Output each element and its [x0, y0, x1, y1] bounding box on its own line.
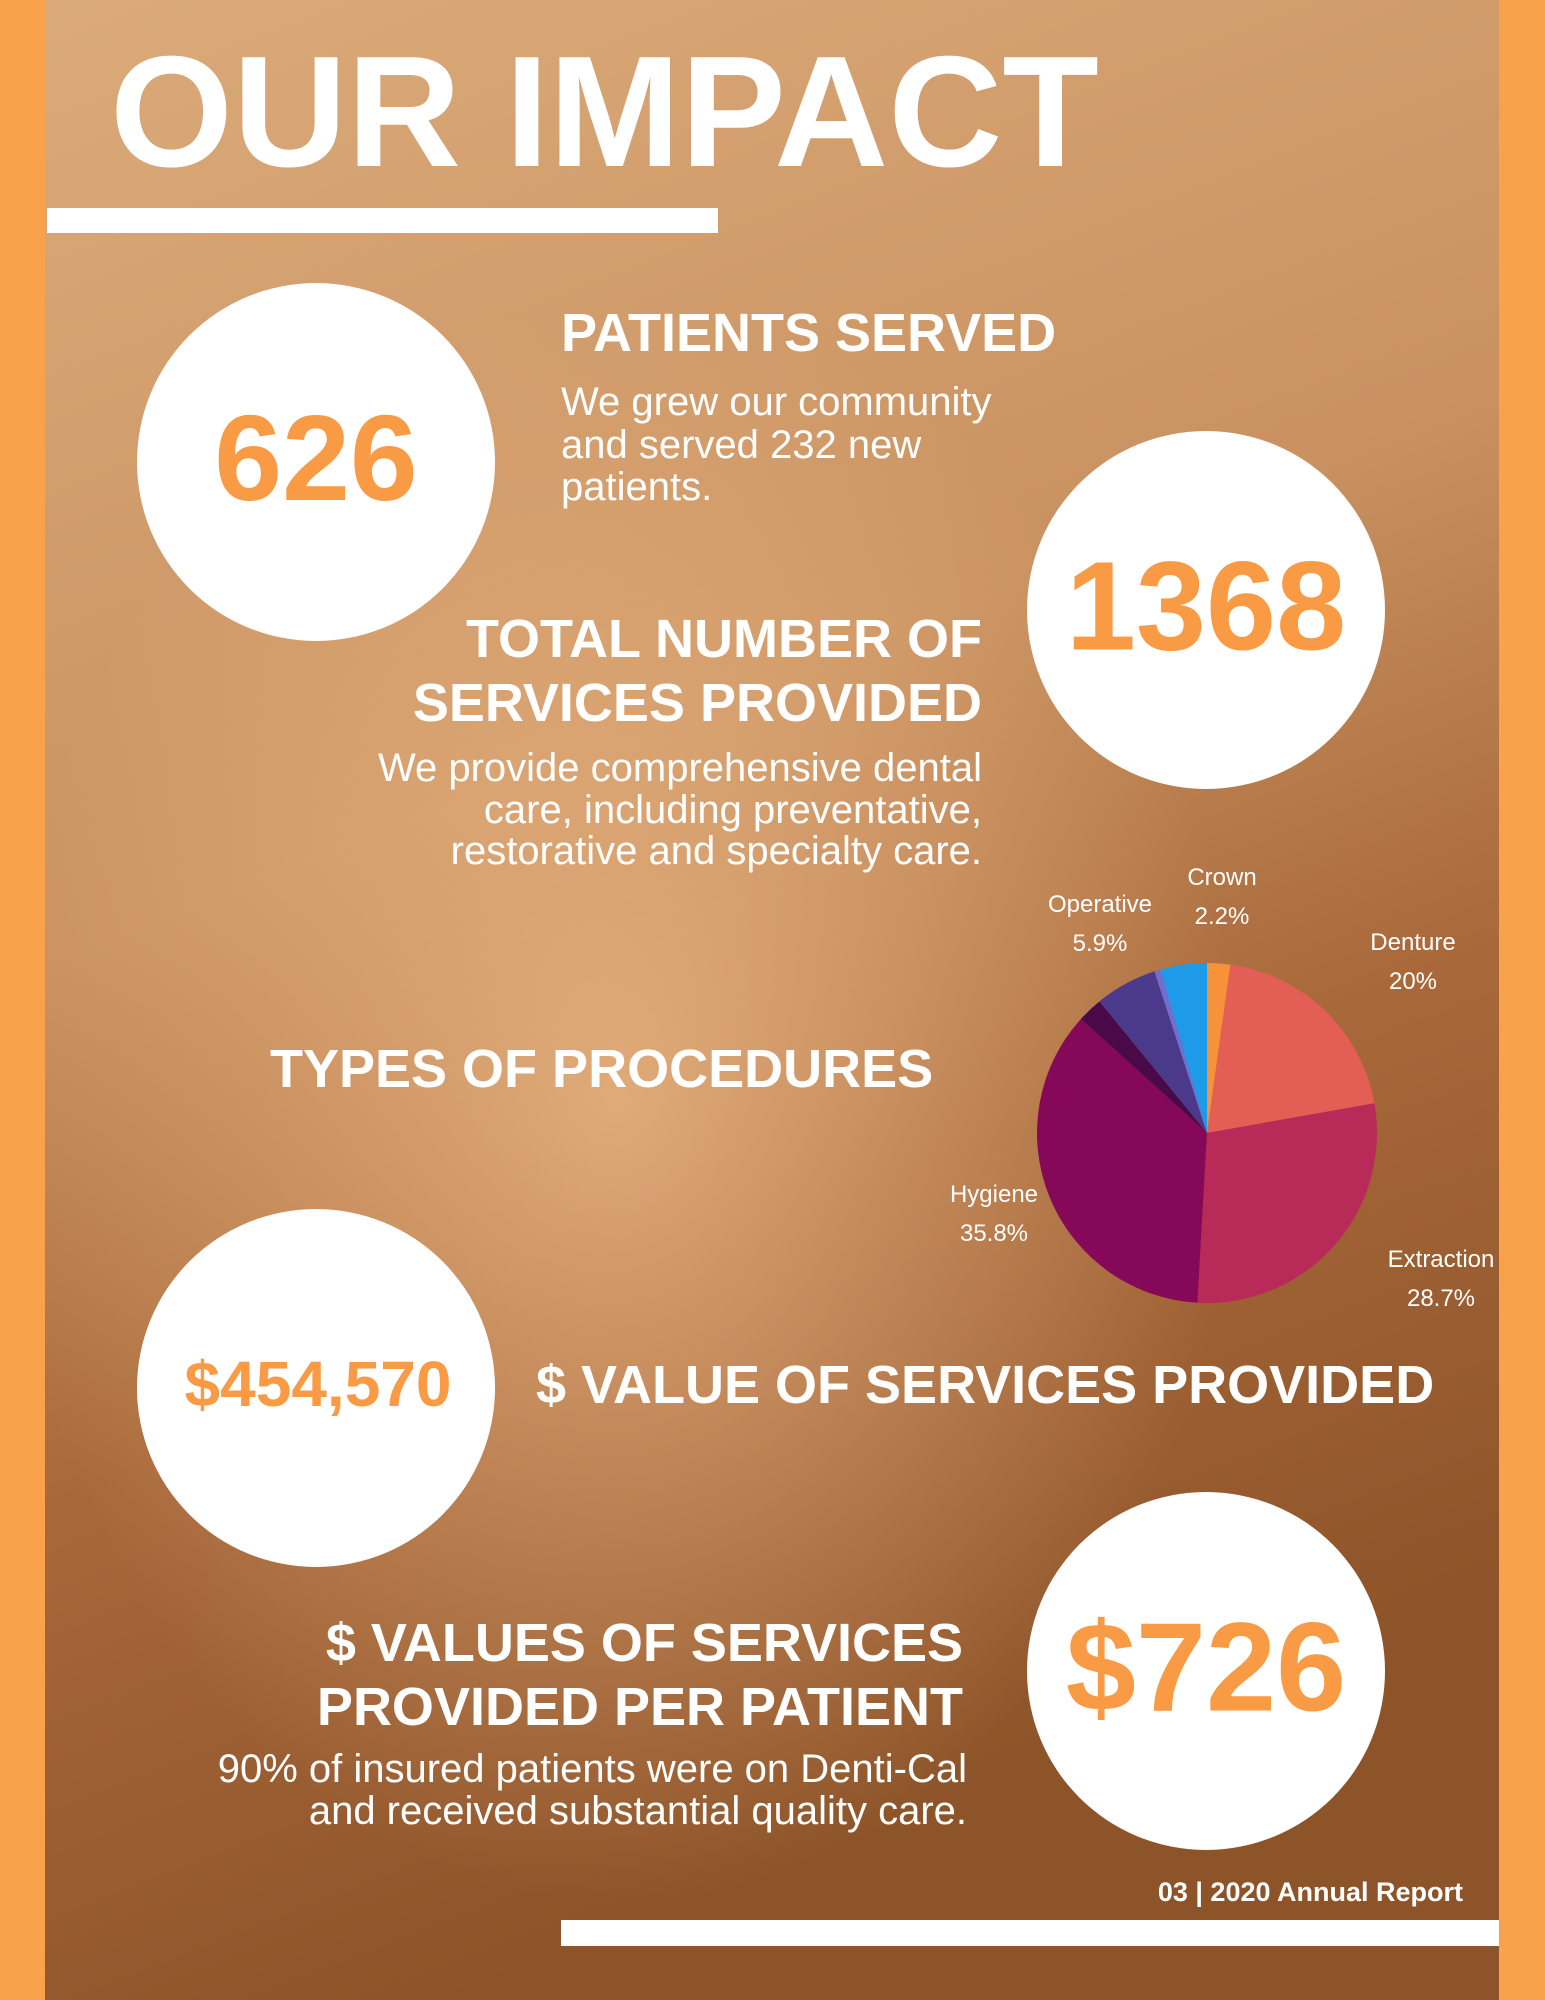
slice-value-label: 2.2%	[1195, 903, 1250, 930]
pie-slice	[1154, 969, 1207, 1133]
stat-circle	[1027, 431, 1385, 789]
slice-value-label: 5.9%	[1073, 930, 1128, 957]
pie-slice	[1197, 1103, 1377, 1303]
title-bar	[47, 208, 718, 233]
pie-slice	[1099, 971, 1207, 1133]
pie-slice	[1207, 963, 1231, 1133]
stat-heading: SERVICES PROVIDED	[413, 673, 982, 733]
stat-circle	[1027, 1492, 1385, 1850]
pie-slice	[1080, 1001, 1207, 1133]
footer-bar	[561, 1920, 1499, 1946]
pie-slice	[1037, 1018, 1207, 1303]
stat-description: We provide comprehensive dental	[378, 746, 982, 790]
stat-description: and received substantial quality care.	[309, 1789, 967, 1833]
stat-heading: PATIENTS SERVED	[561, 303, 1056, 363]
stat-heading: PROVIDED PER PATIENT	[317, 1677, 963, 1737]
slice-value-label: 35.8%	[960, 1220, 1028, 1247]
stat-circle	[137, 283, 495, 641]
pie-slice	[1160, 963, 1207, 1133]
slice-label: Denture	[1370, 929, 1455, 956]
stat-number: 1368	[1066, 536, 1346, 677]
stat-description: care, including preventative,	[484, 788, 982, 832]
slice-label: Extraction	[1388, 1246, 1495, 1273]
pie-slice	[1207, 964, 1375, 1133]
right-border	[1499, 0, 1545, 2000]
footer: 03 | 2020 Annual Report	[1158, 1877, 1463, 1907]
left-border	[0, 0, 45, 2000]
slice-value-label: 28.7%	[1407, 1285, 1475, 1312]
stat-heading: TOTAL NUMBER OF	[466, 609, 982, 669]
stat-description: We grew our community	[561, 380, 992, 424]
page-title: OUR IMPACT	[110, 24, 1099, 200]
stat-description: restorative and specialty care.	[451, 829, 982, 873]
stat-description: patients.	[561, 465, 712, 509]
stat-description: and served 232 new	[561, 423, 921, 467]
slice-label: Crown	[1187, 864, 1256, 891]
stat-heading: $ VALUE OF SERVICES PROVIDED	[536, 1355, 1434, 1415]
slice-label: Hygiene	[950, 1181, 1038, 1208]
slice-label: Operative	[1048, 891, 1152, 918]
pie-chart: Crown 2.2% Denture 20% Extraction 28.7% Hygien…	[950, 864, 1494, 1312]
stat-number: $726	[1066, 1597, 1346, 1738]
stat-description: 90% of insured patients were on Denti-Ca…	[218, 1747, 967, 1791]
slice-value-label: 20%	[1389, 968, 1437, 995]
stat-number: 626	[214, 390, 418, 526]
stat-heading: $ VALUES OF SERVICES	[326, 1613, 963, 1673]
stat-circle	[137, 1209, 495, 1567]
chart-title: TYPES OF PROCEDURES	[270, 1039, 933, 1099]
stat-number: $454,570	[185, 1348, 452, 1420]
